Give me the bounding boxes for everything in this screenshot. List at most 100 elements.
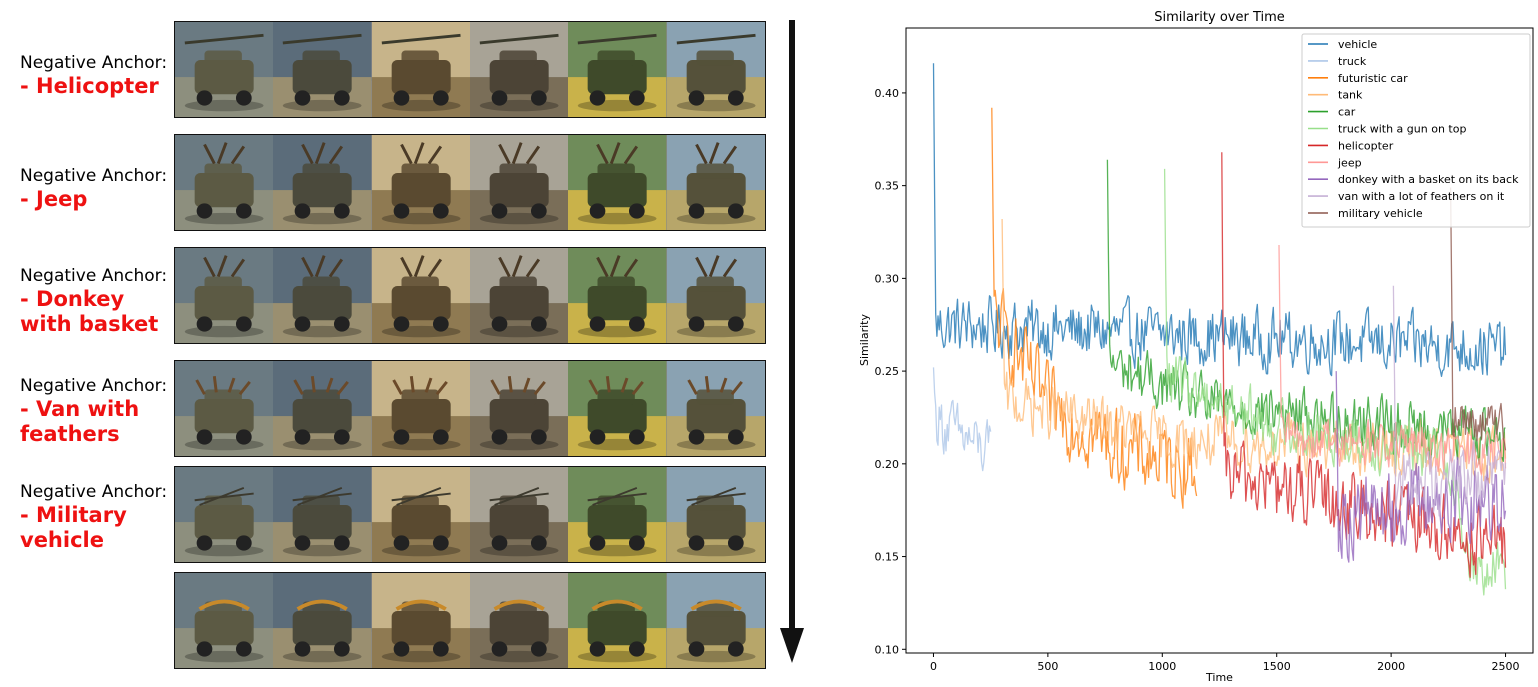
generated-image [666,467,765,562]
down-arrow-icon [780,20,804,663]
y-tick-label: 0.40 [875,87,900,100]
series-line [1106,159,1506,465]
generated-image [273,22,372,117]
anchor-prefix: Negative Anchor: [20,376,168,396]
generated-image [469,22,569,117]
generated-image [666,248,765,343]
anchor-name: - Military vehicle [20,503,127,552]
x-tick-label: 2000 [1377,660,1405,673]
anchor-label-donkey: Negative Anchor: - Donkey with basket [20,266,170,337]
generated-image [666,135,765,230]
anchor-label-military: Negative Anchor: - Military vehicle [20,482,170,553]
anchor-name: - Helicopter [20,74,159,98]
legend-entry: helicopter [1338,139,1394,152]
legend-entry: truck [1338,55,1367,68]
anchor-name: - Van with feathers [20,397,140,446]
x-tick-label: 1000 [1148,660,1176,673]
y-tick-label: 0.15 [875,551,900,564]
x-tick-label: 0 [930,660,937,673]
series-line [1449,187,1507,451]
generated-image [175,573,274,668]
anchor-label-jeep: Negative Anchor: - Jeep [20,166,170,212]
generated-image [273,135,372,230]
x-tick-label: 2500 [1492,660,1520,673]
plot-area [932,63,1507,596]
series-line [932,367,992,472]
series-line [1335,371,1507,563]
anchor-name: - Donkey with basket [20,287,159,336]
generated-image [469,467,569,562]
legend-entry: van with a lot of feathers on it [1338,190,1505,203]
generated-image [371,467,470,562]
generated-image [371,573,470,668]
generated-image [469,573,569,668]
generated-image [568,467,667,562]
generated-image [666,22,765,117]
legend-entry: jeep [1337,156,1362,169]
generated-image [371,22,470,117]
y-tick-label: 0.35 [875,180,900,193]
generated-image [273,573,372,668]
generated-image [568,22,667,117]
y-tick-label: 0.30 [875,272,900,285]
anchor-prefix: Negative Anchor: [20,53,168,73]
series-line [1392,285,1507,517]
anchor-label-helicopter: Negative Anchor: - Helicopter [20,53,170,99]
generated-image [273,248,372,343]
series-line [1221,152,1507,578]
plot-frame [905,27,1534,654]
anchor-prefix: Negative Anchor: [20,482,168,502]
y-axis-title: Similarity [858,314,871,366]
generated-image [568,135,667,230]
generated-image [273,467,372,562]
generated-image [175,22,274,117]
generated-image [568,248,667,343]
generated-image [371,248,470,343]
generated-image [568,573,667,668]
generated-image [175,248,274,343]
legend-entry: truck with a gun on top [1338,123,1466,136]
anchor-label-van: Negative Anchor: - Van with feathers [20,376,170,447]
anchor-prefix: Negative Anchor: [20,266,168,286]
image-strip-military [174,466,766,563]
generated-image [469,248,569,343]
generated-image [666,361,765,456]
image-strip-jeep [174,134,766,231]
generated-image [273,361,372,456]
series-line [932,63,1507,378]
x-tick-label: 1500 [1263,660,1291,673]
image-strip-donkey [174,247,766,344]
x-tick-label: 500 [1037,660,1058,673]
x-axis: 0 500 1000 1500 2000 2500 [930,653,1520,673]
chart-title: Similarity over Time [1154,10,1285,25]
image-strip-cart [174,572,766,669]
anchor-prefix: Negative Anchor: [20,166,168,186]
generated-image [469,361,569,456]
legend-entry: military vehicle [1338,207,1423,220]
generated-image [666,573,765,668]
legend-entry: tank [1338,89,1363,102]
legend-entry: vehicle [1338,38,1377,51]
image-strip-van [174,360,766,457]
generated-image [175,467,274,562]
similarity-chart: Similarity over Time 0 500 1000 1500 2000 250… [858,10,1534,684]
generated-image [175,135,274,230]
series-line [1278,244,1507,476]
y-tick-label: 0.20 [875,458,900,471]
generated-image [371,361,470,456]
legend: vehicle truck futuristic car tank car truck w… [1301,33,1531,228]
y-tick-label: 0.25 [875,365,900,378]
x-axis-title: Time [1205,671,1233,684]
legend-box [1301,33,1531,228]
anchor-name: - Jeep [20,187,88,211]
generated-image [371,135,470,230]
generated-image [469,135,569,230]
legend-entry: donkey with a basket on its back [1338,173,1519,186]
image-strip-helicopter [174,21,766,118]
legend-entry: futuristic car [1338,72,1408,85]
y-tick-label: 0.10 [875,643,900,656]
legend-entry: car [1338,106,1356,119]
generated-image [175,361,274,456]
y-axis: 0.10 0.15 0.20 0.25 0.30 0.35 0.40 [875,87,906,656]
generated-image [568,361,667,456]
